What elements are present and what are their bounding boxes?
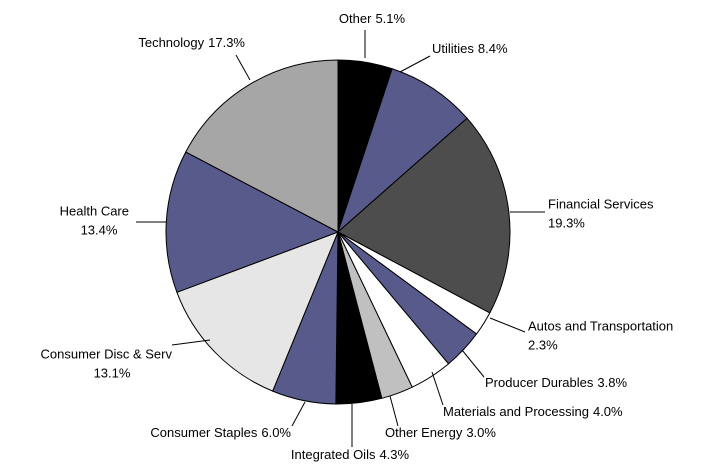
pie-slice [185, 59, 339, 233]
slice-value-label: 8.4% [478, 41, 508, 56]
slice-value-label: 2.3% [528, 337, 558, 352]
slice-label: Other [339, 11, 372, 26]
slice-value-label: 13.1% [94, 365, 131, 380]
leader-line [489, 317, 526, 333]
leader-line [431, 371, 444, 406]
slice-label: Health Care [60, 203, 129, 218]
pie-slice [337, 117, 511, 314]
leader-line [171, 339, 211, 346]
slice-label: Consumer Staples [150, 425, 257, 440]
leader-line [461, 349, 485, 378]
slice-label: Financial Services [548, 196, 654, 211]
slice-label: Autos and Transportation [528, 318, 673, 333]
slice-value-label: 3.8% [597, 375, 627, 390]
slice-value-label: 19.3% [548, 215, 585, 230]
slice-label: Consumer Disc & Serv [41, 346, 173, 361]
leader-line [291, 401, 306, 427]
leader-line [399, 55, 431, 73]
pie-slice [336, 68, 468, 234]
slice-label-group: Materials and Processing 4.0% [443, 404, 623, 419]
slice-value-label: 17.3% [208, 35, 245, 50]
slice-label-group: Other Energy 3.0% [385, 425, 496, 440]
slice-label: Other Energy [385, 425, 463, 440]
slice-value-label: 6.0% [261, 425, 291, 440]
pie-slice [165, 151, 340, 293]
slice-value-label: 4.3% [379, 447, 409, 462]
slice-value-label: 4.0% [593, 404, 623, 419]
pie-slice [176, 231, 339, 392]
slice-label: Technology [138, 35, 204, 50]
slice-value-label: 13.4% [81, 222, 118, 237]
slice-value-label: 3.0% [466, 425, 496, 440]
slice-label-group: Producer Durables 3.8% [485, 375, 627, 390]
slice-label: Materials and Processing [443, 404, 589, 419]
slice-label: Producer Durables [485, 375, 594, 390]
slice-label-group: Utilities 8.4% [432, 41, 508, 56]
leader-line [389, 395, 399, 427]
slice-label-group: Other 5.1% [339, 11, 406, 26]
slice-value-label: 5.1% [375, 11, 405, 26]
slice-label: Utilities [432, 41, 474, 56]
slice-label: Integrated Oils [291, 447, 376, 462]
slice-label-group: Consumer Staples 6.0% [150, 425, 291, 440]
slice-label-group: Technology 17.3% [138, 35, 245, 50]
leader-line [235, 54, 251, 81]
slice-label-group: Integrated Oils 4.3% [291, 447, 410, 462]
